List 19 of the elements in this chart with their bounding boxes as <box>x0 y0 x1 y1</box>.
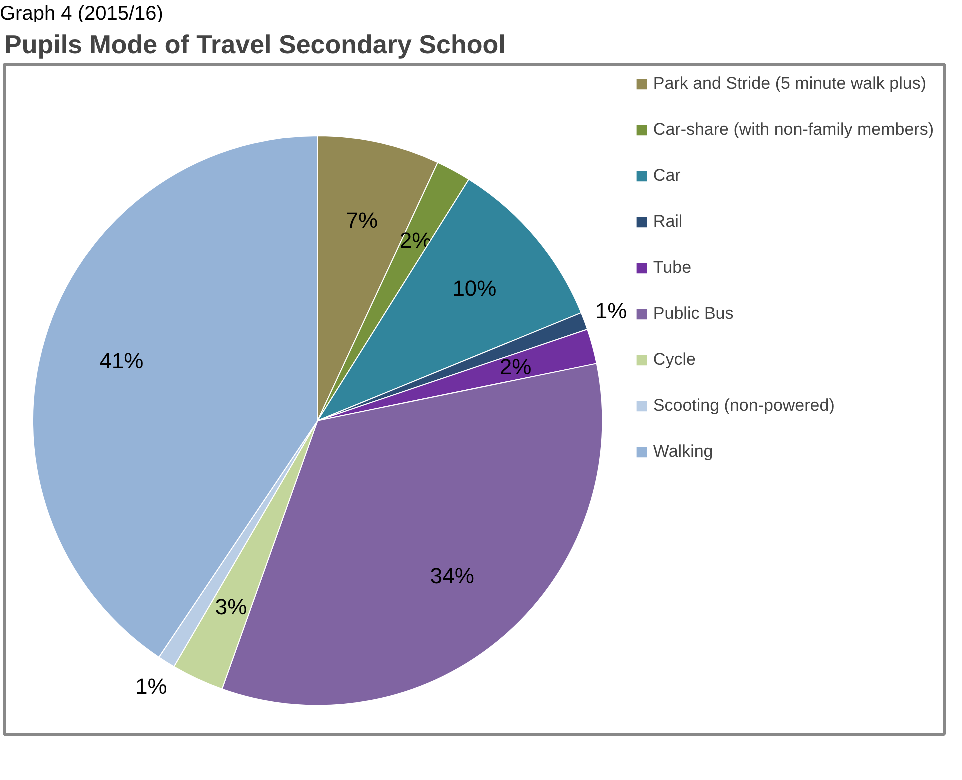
legend-label: Tube <box>653 258 692 278</box>
caption: Graph 4 (2015/16) <box>0 2 164 27</box>
legend-label: Cycle <box>653 350 696 370</box>
data-label: 7% <box>346 208 378 233</box>
legend-label: Park and Stride (5 minute walk plus) <box>653 74 926 94</box>
data-label: 2% <box>500 354 532 380</box>
data-label: 3% <box>215 594 248 620</box>
data-label: 41% <box>100 348 144 374</box>
data-label: 1% <box>136 674 168 700</box>
legend-label: Public Bus <box>653 304 734 324</box>
legend-label: Rail <box>653 212 683 232</box>
data-label: 1% <box>595 298 628 324</box>
data-label: 10% <box>452 276 497 302</box>
legend-label: Car-share (with non-family members) <box>653 120 934 140</box>
chart-title: Pupils Mode of Travel Secondary School <box>4 30 506 60</box>
legend-label: Scooting (non-powered) <box>653 396 835 416</box>
legend-label: Walking <box>653 442 714 462</box>
data-label: 34% <box>430 563 474 588</box>
legend-label: Car <box>653 166 681 186</box>
